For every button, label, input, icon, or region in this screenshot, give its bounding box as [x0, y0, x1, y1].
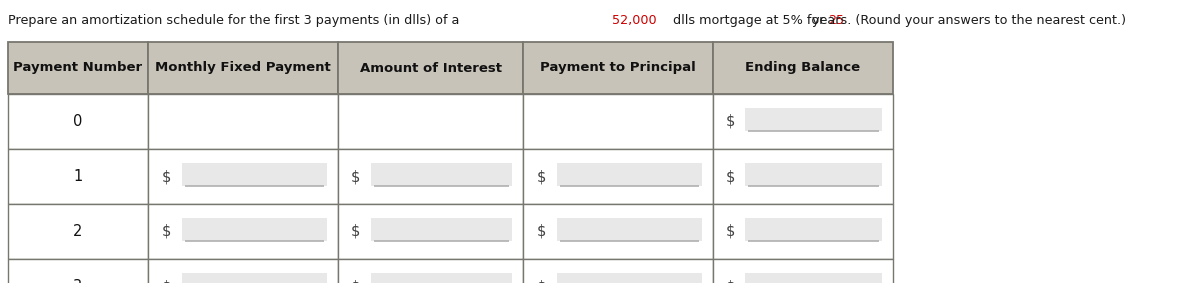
- Bar: [745, 163, 882, 186]
- Text: Ending Balance: Ending Balance: [745, 61, 860, 74]
- Text: $: $: [350, 279, 360, 283]
- Bar: [713, 42, 893, 94]
- Bar: [338, 149, 523, 204]
- Text: $: $: [536, 224, 546, 239]
- Text: $: $: [726, 169, 734, 184]
- Bar: [557, 218, 702, 241]
- Text: dlls mortgage at 5% for: dlls mortgage at 5% for: [668, 14, 828, 27]
- Bar: [745, 218, 882, 241]
- Bar: [338, 42, 523, 94]
- Text: $: $: [536, 169, 546, 184]
- Bar: [338, 259, 523, 283]
- Bar: [523, 42, 713, 94]
- Bar: [148, 259, 338, 283]
- Bar: [8, 94, 148, 149]
- Text: $: $: [726, 224, 734, 239]
- Bar: [713, 259, 893, 283]
- Text: 3: 3: [73, 279, 83, 283]
- Bar: [148, 204, 338, 259]
- Text: $: $: [161, 224, 170, 239]
- Text: $: $: [161, 169, 170, 184]
- Bar: [557, 163, 702, 186]
- Bar: [745, 273, 882, 283]
- Text: years. (Round your answers to the nearest cent.): years. (Round your answers to the neares…: [808, 14, 1126, 27]
- Text: 52,000: 52,000: [612, 14, 656, 27]
- Text: Monthly Fixed Payment: Monthly Fixed Payment: [155, 61, 331, 74]
- Bar: [148, 149, 338, 204]
- Bar: [713, 204, 893, 259]
- Text: $: $: [161, 279, 170, 283]
- Text: Amount of Interest: Amount of Interest: [360, 61, 502, 74]
- Bar: [523, 149, 713, 204]
- Text: Prepare an amortization schedule for the first 3 payments (in dlls) of a: Prepare an amortization schedule for the…: [8, 14, 463, 27]
- Text: $: $: [350, 169, 360, 184]
- Bar: [523, 94, 713, 149]
- Bar: [182, 273, 326, 283]
- Text: Payment Number: Payment Number: [13, 61, 143, 74]
- Bar: [148, 94, 338, 149]
- Text: 0: 0: [73, 114, 83, 129]
- Bar: [523, 204, 713, 259]
- Bar: [713, 149, 893, 204]
- Bar: [8, 259, 148, 283]
- Text: $: $: [350, 224, 360, 239]
- Text: $: $: [726, 279, 734, 283]
- Text: $: $: [536, 279, 546, 283]
- Bar: [182, 218, 326, 241]
- Text: $: $: [726, 114, 734, 129]
- Bar: [371, 218, 512, 241]
- Bar: [8, 204, 148, 259]
- Bar: [371, 273, 512, 283]
- Bar: [182, 163, 326, 186]
- Bar: [8, 149, 148, 204]
- Bar: [523, 259, 713, 283]
- Bar: [338, 94, 523, 149]
- Text: 1: 1: [73, 169, 83, 184]
- Bar: [745, 108, 882, 131]
- Text: 25: 25: [828, 14, 844, 27]
- Bar: [148, 42, 338, 94]
- Text: Payment to Principal: Payment to Principal: [540, 61, 696, 74]
- Bar: [713, 94, 893, 149]
- Text: 2: 2: [73, 224, 83, 239]
- Bar: [371, 163, 512, 186]
- Bar: [338, 204, 523, 259]
- Bar: [8, 42, 148, 94]
- Bar: [557, 273, 702, 283]
